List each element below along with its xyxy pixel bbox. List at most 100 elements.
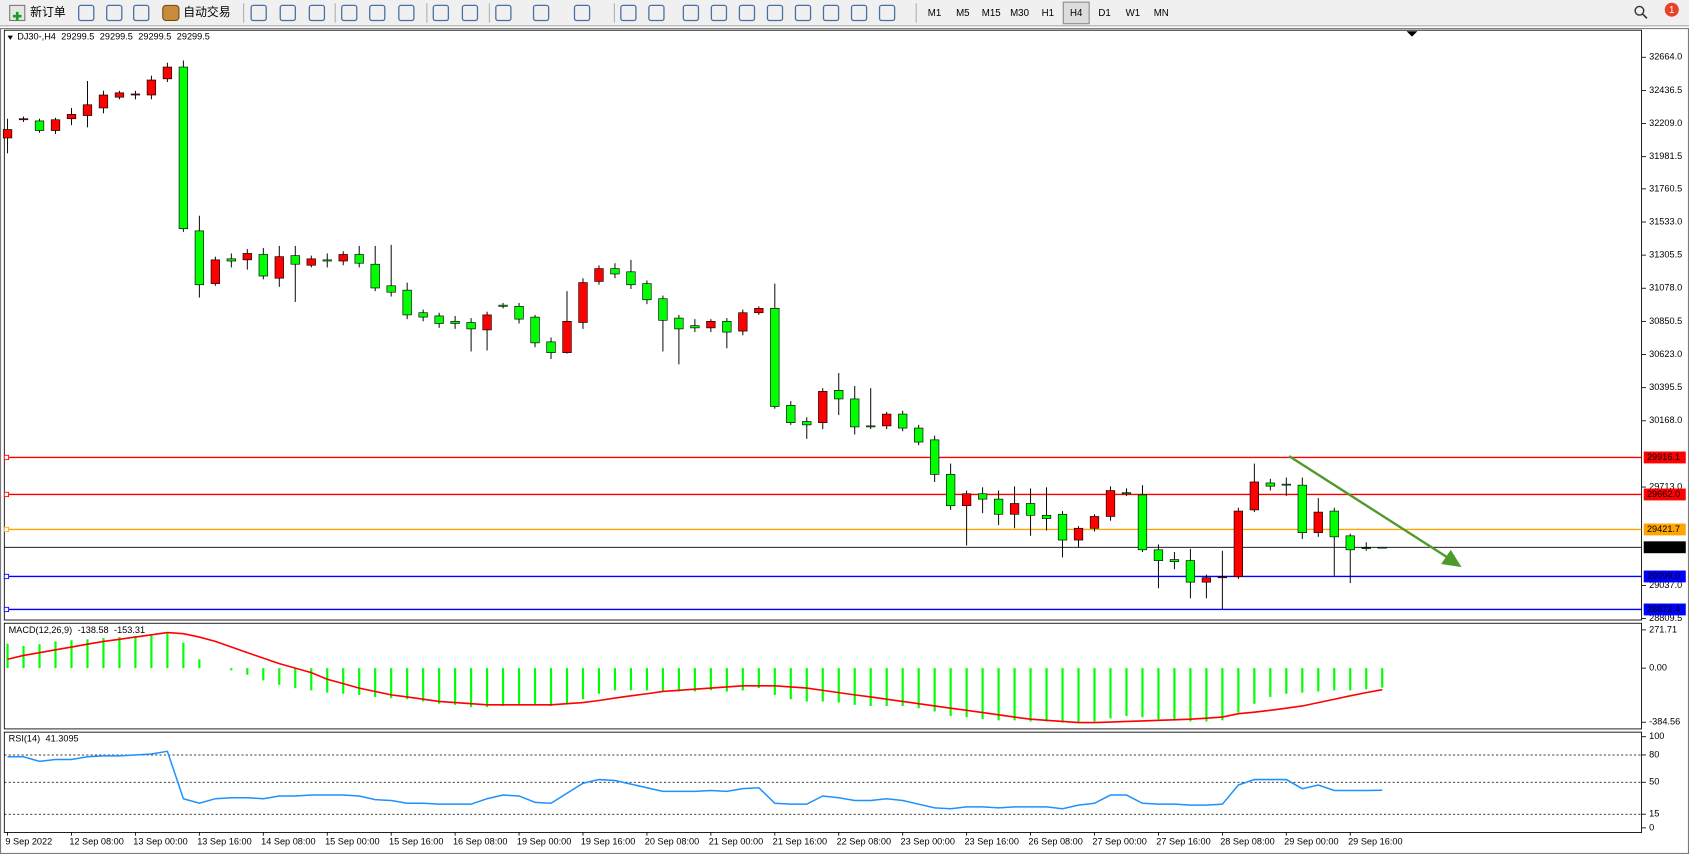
y-tick-label: 31760.5 — [1649, 183, 1682, 193]
toolbar-icon[interactable] — [432, 4, 450, 22]
search-icon[interactable] — [1634, 5, 1645, 16]
macd-bar — [933, 668, 936, 712]
toolbar-icon[interactable] — [738, 4, 756, 22]
level-anchor — [3, 573, 10, 580]
timeframe-button[interactable]: D1 — [1098, 8, 1110, 19]
x-tick-label: 19 Sep 16:00 — [581, 837, 635, 847]
candle-body — [1265, 482, 1275, 487]
toolbar-icon[interactable] — [308, 4, 326, 22]
macd-bar — [837, 668, 840, 703]
candle-body — [754, 308, 764, 314]
level-anchor — [3, 606, 10, 613]
candle-body — [610, 268, 620, 275]
header-value: 29299.5 — [138, 32, 171, 42]
candle-body — [1009, 503, 1020, 515]
macd-bar — [1285, 668, 1288, 694]
toolbar-icon[interactable] — [398, 4, 415, 22]
level-tag — [1643, 488, 1686, 501]
pane-header: MACD(12,26,9) -138.58 -153.31 — [9, 625, 145, 635]
macd-bar — [1157, 668, 1160, 720]
macd-bar — [1365, 668, 1368, 690]
new-order-button[interactable]: 新订单 — [30, 5, 66, 19]
level-tag — [1643, 451, 1686, 464]
candle-body — [802, 421, 812, 426]
macd-bar — [150, 634, 153, 669]
toolbar-icon[interactable] — [822, 4, 840, 22]
toolbar-icon[interactable] — [620, 4, 637, 22]
x-tick-label: 28 Sep 08:00 — [1220, 837, 1274, 847]
toolbar-icon[interactable] — [461, 4, 479, 22]
header-title: RSI(14) — [9, 734, 41, 744]
x-tick-label: 21 Sep 00:00 — [709, 837, 763, 847]
macd-bar — [629, 668, 633, 691]
timeframe-button[interactable]: M30 — [1010, 8, 1029, 19]
x-tick-label: 21 Sep 16:00 — [773, 837, 827, 847]
toolbar-icon[interactable] — [106, 4, 123, 22]
candle-body — [562, 320, 572, 353]
timeframe-button[interactable]: H1 — [1042, 8, 1054, 19]
toolbar-icon[interactable] — [648, 4, 665, 22]
notification-badge[interactable] — [1664, 2, 1679, 17]
timeframe-button[interactable]: M1 — [928, 8, 941, 19]
toolbar-icon[interactable] — [573, 4, 591, 22]
macd-bar — [470, 668, 473, 708]
timeframe-button[interactable]: M15 — [982, 8, 1001, 19]
macd-bar — [486, 668, 489, 708]
toolbar-icon[interactable] — [78, 4, 95, 22]
timeframe-button[interactable]: H4 — [1070, 8, 1083, 19]
macd-bar — [773, 668, 776, 695]
y-tick-label: 29713.0 — [1649, 481, 1682, 491]
timeframe-button[interactable]: M5 — [956, 8, 969, 19]
candle-body — [722, 320, 732, 333]
x-tick-label: 27 Sep 00:00 — [1092, 837, 1146, 847]
toolbar-icon[interactable] — [766, 4, 784, 22]
toolbar-icon[interactable] — [710, 4, 728, 22]
candle-body — [1169, 559, 1180, 562]
candle-body — [946, 474, 956, 507]
candle-body — [977, 493, 988, 500]
toolbar-icon[interactable] — [250, 4, 267, 22]
auto-trading-button[interactable]: 自动交易 — [183, 5, 230, 19]
macd-bar — [198, 659, 201, 669]
timeframe-button[interactable]: W1 — [1126, 8, 1141, 19]
macd-bar — [661, 668, 664, 692]
x-tick-label: 27 Sep 16:00 — [1156, 837, 1210, 847]
price-label: 29299.5 — [1647, 542, 1680, 552]
notification-count[interactable]: 1 — [1669, 5, 1674, 16]
macd-bar — [246, 668, 249, 675]
macd-bar — [533, 668, 537, 705]
symbol-menu-arrow[interactable] — [7, 35, 13, 40]
toolbar — [0, 0, 1689, 26]
candle-body — [194, 230, 204, 286]
macd-bar — [278, 668, 281, 685]
toolbar-icon[interactable] — [682, 4, 700, 22]
toolbar-icon[interactable] — [495, 4, 512, 22]
auto-trading-icon[interactable] — [162, 4, 180, 22]
toolbar-icon[interactable] — [532, 4, 550, 22]
toolbar-icon[interactable] — [341, 4, 358, 22]
candle-body — [1281, 483, 1291, 486]
toolbar-icon[interactable] — [279, 4, 296, 22]
toolbar-icons — [9, 3, 917, 23]
macd-bar — [1301, 668, 1304, 693]
candle-body — [2, 129, 13, 139]
macd-bar — [1381, 668, 1384, 688]
toolbar-icon[interactable] — [369, 4, 386, 22]
level-tag — [1643, 603, 1686, 616]
macd-bar — [981, 668, 984, 720]
toolbar-icon[interactable] — [878, 4, 896, 22]
toolbar-icon[interactable] — [133, 4, 150, 22]
x-tick-label: 22 Sep 08:00 — [837, 837, 891, 847]
candle-body — [1329, 510, 1339, 538]
candle-body — [50, 119, 61, 131]
macd-bar — [310, 668, 313, 691]
macd-bar — [38, 644, 41, 669]
chart-layer: 32664.0 32436.5 32209.0 31981.5 31760.5 31533… — [2, 32, 1686, 847]
timeframe-button[interactable]: MN — [1154, 8, 1169, 19]
macd-bar — [693, 668, 696, 692]
y-tick-label: -384.56 — [1649, 717, 1680, 727]
candle-body — [82, 104, 93, 116]
toolbar-icon[interactable] — [794, 4, 812, 22]
toolbar-icon[interactable] — [850, 4, 868, 22]
candle-body — [18, 118, 29, 121]
